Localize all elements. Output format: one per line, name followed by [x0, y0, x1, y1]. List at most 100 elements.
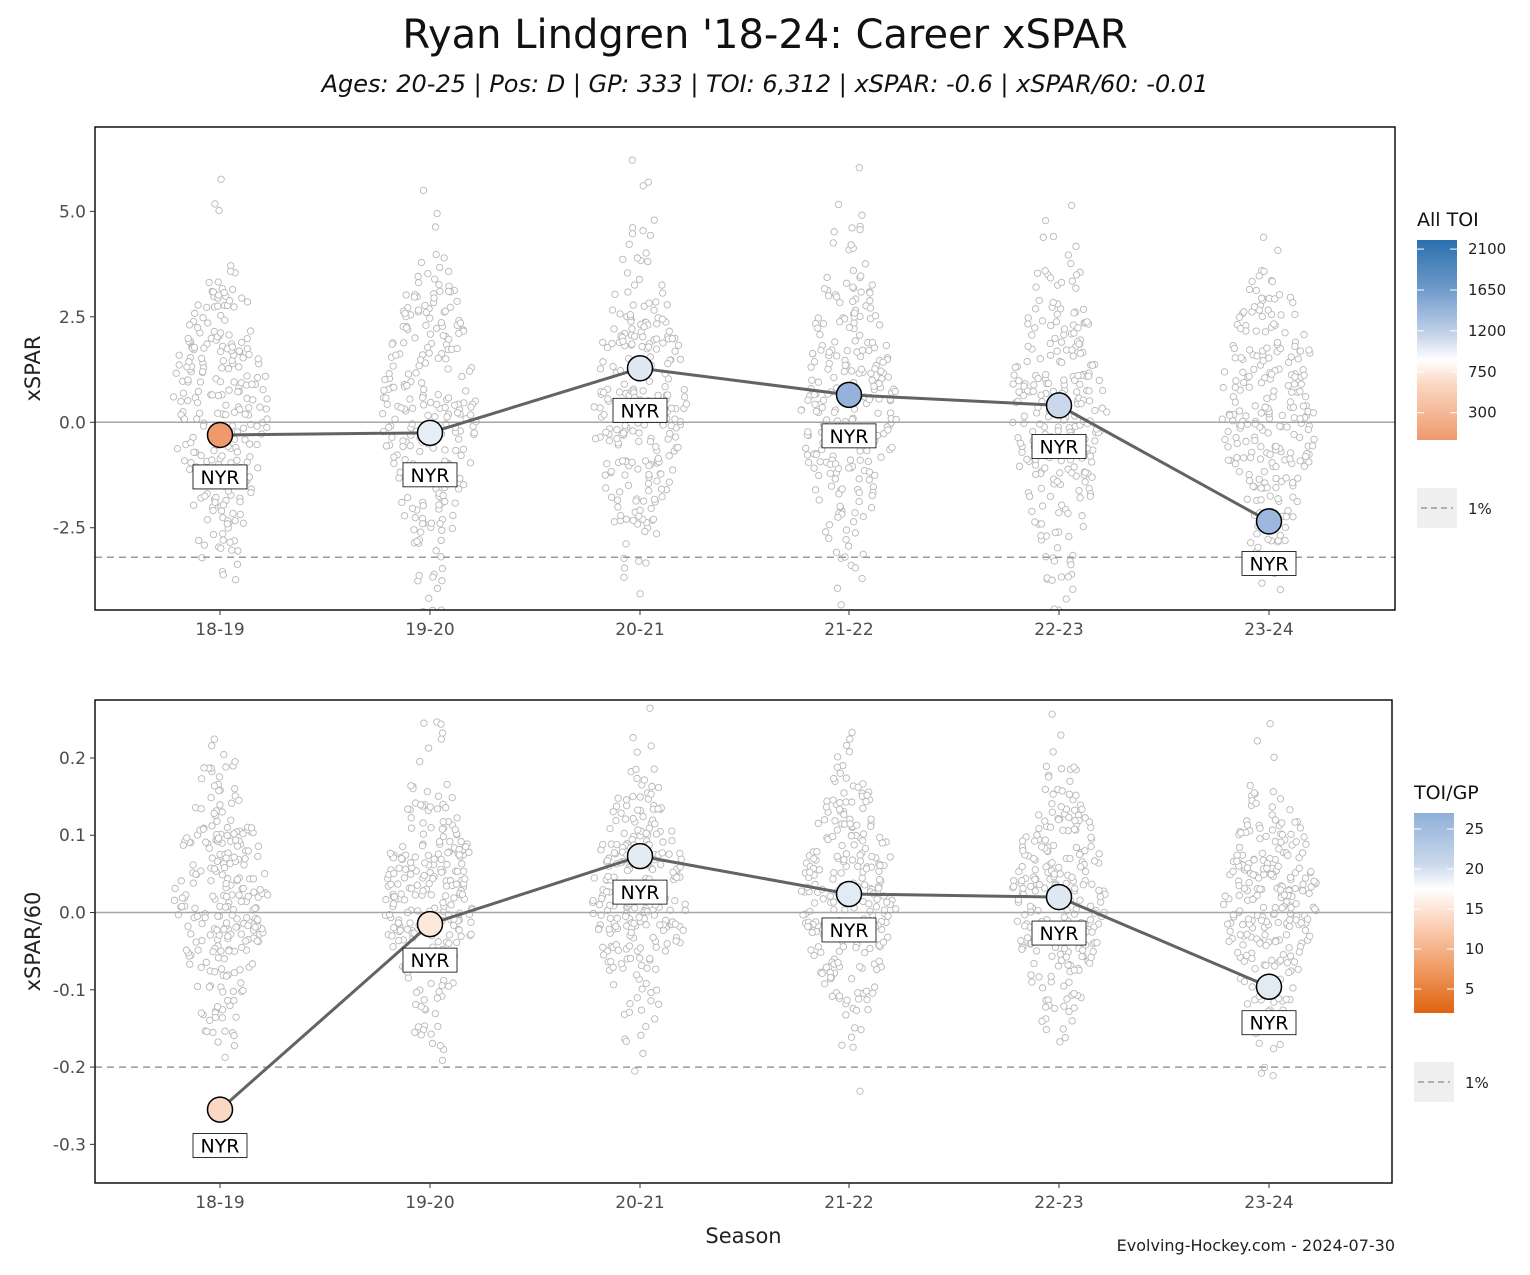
- background-point: [1083, 318, 1091, 326]
- background-point: [439, 332, 447, 340]
- background-point: [630, 332, 639, 341]
- background-point: [1028, 507, 1036, 516]
- panel-bottom: -0.3-0.2-0.10.00.10.218-19 19-20 20-21 21-2…: [21, 699, 1489, 1248]
- background-point: [437, 720, 445, 728]
- background-point: [1257, 916, 1266, 925]
- background-point: [455, 926, 463, 934]
- background-point: [1305, 458, 1313, 466]
- background-point: [1072, 271, 1081, 279]
- background-point: [392, 351, 400, 359]
- background-point: [1271, 295, 1279, 303]
- background-point: [1030, 959, 1038, 968]
- background-point: [1260, 468, 1268, 476]
- background-point: [219, 988, 227, 996]
- background-point: [1079, 305, 1088, 314]
- x-tick-label: 18-19: [195, 620, 244, 640]
- background-point: [1256, 885, 1264, 893]
- background-point: [647, 504, 655, 513]
- background-point: [629, 516, 637, 525]
- colorbar-label: 750: [1468, 363, 1497, 381]
- background-point: [635, 275, 644, 284]
- background-point: [1277, 311, 1285, 319]
- background-point: [1231, 383, 1239, 392]
- x-tick-label: 20-21: [615, 620, 664, 640]
- background-point: [621, 912, 630, 921]
- background-point: [1257, 379, 1266, 387]
- background-point: [884, 426, 892, 434]
- background-point: [1286, 952, 1295, 960]
- background-point: [1058, 787, 1066, 795]
- background-point: [635, 913, 643, 921]
- background-point: [614, 946, 622, 954]
- background-point: [1270, 387, 1278, 395]
- background-point: [1291, 885, 1299, 893]
- background-point: [1098, 404, 1107, 412]
- background-point: [866, 289, 874, 297]
- background-point: [1065, 790, 1073, 798]
- background-point: [388, 340, 396, 348]
- background-point: [444, 849, 452, 857]
- background-point: [408, 504, 417, 513]
- background-point: [886, 853, 894, 861]
- background-point: [1261, 931, 1269, 939]
- background-point: [246, 440, 254, 448]
- background-point: [1295, 864, 1303, 872]
- background-point: [441, 403, 449, 412]
- background-point: [1277, 477, 1286, 486]
- background-point: [1299, 880, 1307, 888]
- background-point: [1281, 523, 1290, 532]
- background-point: [443, 413, 451, 421]
- background-point: [1041, 267, 1049, 275]
- background-point: [591, 435, 600, 443]
- background-point: [1270, 909, 1278, 918]
- background-point: [613, 434, 621, 443]
- x-tick-label: 19-20: [405, 620, 454, 640]
- background-point: [416, 757, 424, 766]
- background-point: [1035, 296, 1043, 305]
- background-point: [1038, 502, 1047, 510]
- background-point: [453, 867, 462, 876]
- background-point: [831, 475, 839, 483]
- background-point: [421, 301, 429, 310]
- background-point: [836, 799, 844, 807]
- background-point: [467, 918, 475, 926]
- team-label-box: [821, 423, 877, 449]
- background-point: [251, 904, 259, 913]
- team-label: NYR: [192, 464, 248, 490]
- background-point: [400, 512, 409, 520]
- background-point: [238, 294, 246, 302]
- background-point: [435, 280, 443, 289]
- background-point: [599, 358, 607, 366]
- background-point: [1298, 849, 1307, 857]
- background-point: [1009, 380, 1017, 388]
- background-point: [1074, 371, 1082, 380]
- background-point: [466, 459, 475, 467]
- background-point: [385, 369, 393, 378]
- background-point: [215, 206, 223, 215]
- background-point: [879, 358, 887, 366]
- background-point: [185, 358, 193, 366]
- background-point: [1240, 378, 1248, 387]
- background-point: [1065, 813, 1073, 822]
- background-point: [458, 372, 466, 381]
- background-point: [391, 415, 399, 423]
- background-point: [1240, 957, 1248, 966]
- background-point: [828, 992, 836, 1000]
- background-point: [1284, 506, 1292, 515]
- background-point: [221, 1027, 229, 1035]
- background-point: [847, 241, 855, 249]
- background-point: [1055, 509, 1063, 517]
- background-point: [434, 792, 443, 800]
- background-point: [1070, 763, 1078, 771]
- background-point: [427, 979, 435, 988]
- background-point: [1039, 233, 1047, 241]
- background-point: [210, 782, 219, 790]
- background-point: [1218, 415, 1226, 423]
- background-point: [1076, 863, 1085, 871]
- background-point: [822, 528, 830, 536]
- background-point: [1278, 831, 1287, 839]
- background-point: [621, 421, 629, 430]
- background-point: [1281, 536, 1289, 545]
- background-point: [1038, 1017, 1046, 1025]
- background-point: [1296, 387, 1304, 396]
